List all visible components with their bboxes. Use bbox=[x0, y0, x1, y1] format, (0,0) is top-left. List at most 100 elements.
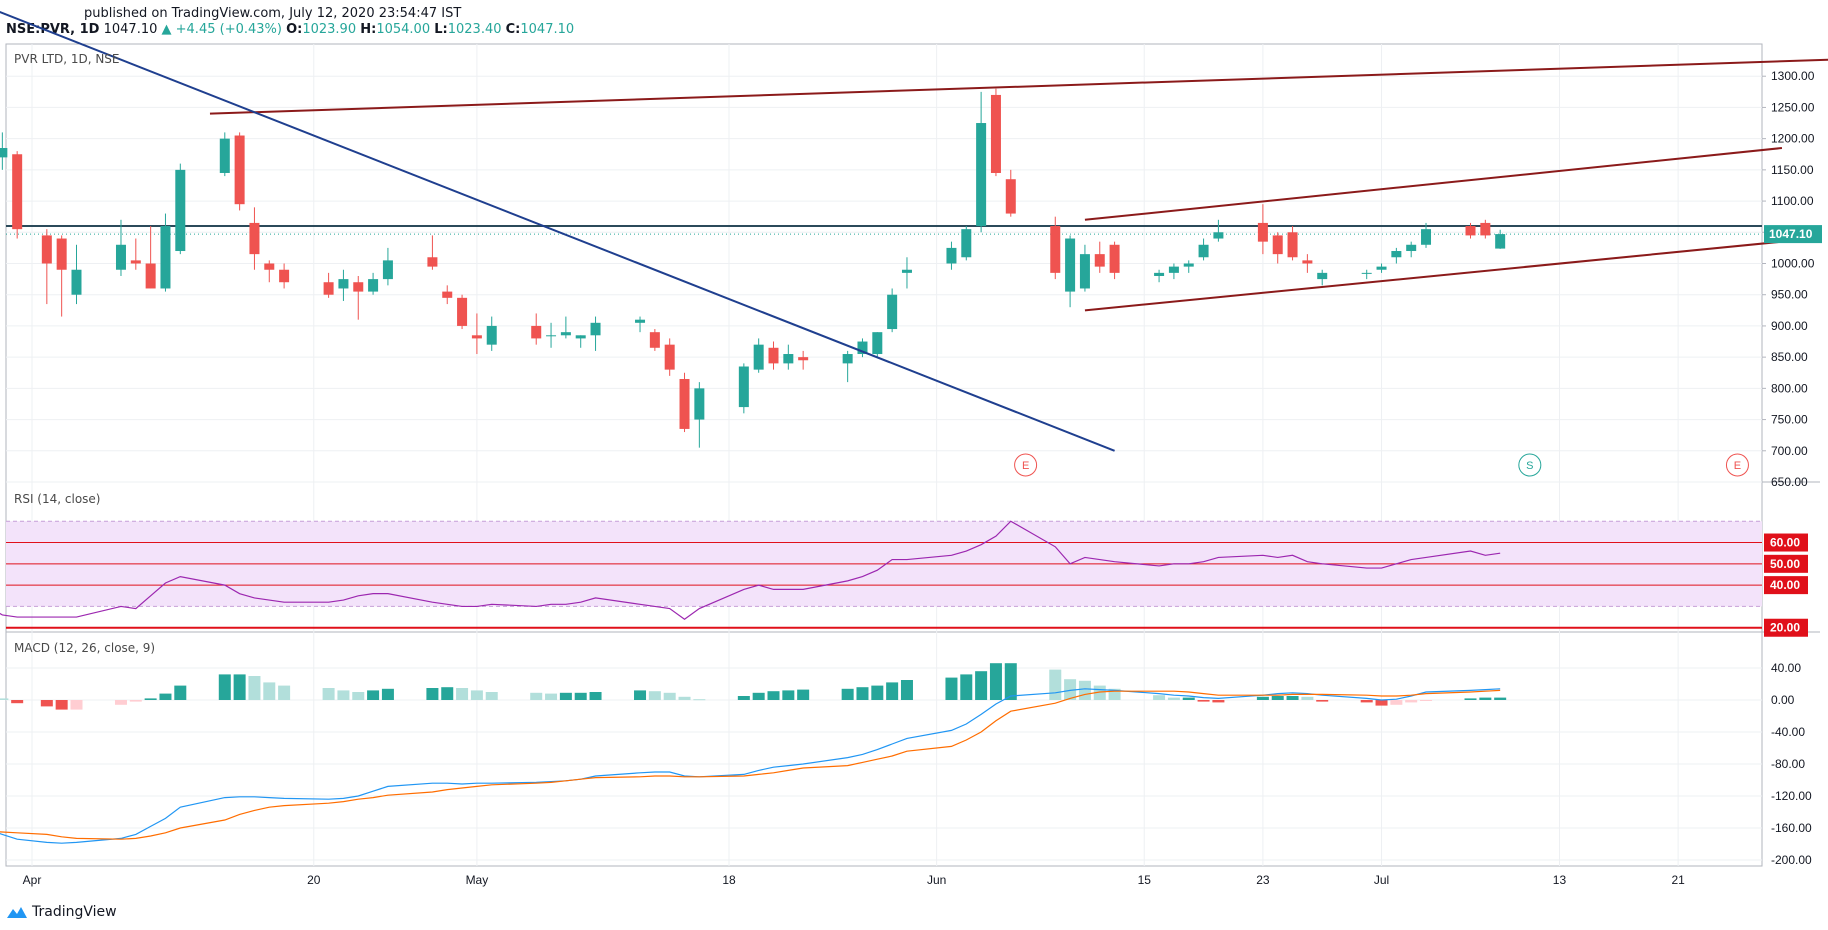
macd-histogram-bar bbox=[441, 687, 454, 700]
tradingview-logo-icon bbox=[7, 907, 27, 918]
macd-histogram-bar bbox=[900, 680, 913, 700]
candle-body bbox=[1183, 263, 1194, 267]
macd-histogram-bar bbox=[975, 671, 988, 700]
symbol-label: NSE:PVR, 1D bbox=[6, 22, 100, 37]
event-label: E bbox=[1734, 460, 1741, 472]
candle-body bbox=[12, 154, 23, 230]
macd-line bbox=[0, 688, 1501, 844]
macd-histogram-bar bbox=[1464, 698, 1477, 700]
macd-histogram-bar bbox=[693, 699, 706, 701]
candle-body bbox=[56, 238, 67, 270]
macd-histogram-bar bbox=[634, 690, 647, 700]
trendline bbox=[1084, 240, 1783, 312]
macd-tick-label: 0.00 bbox=[1771, 693, 1795, 707]
macd-histogram-bar bbox=[945, 677, 958, 700]
published-note: published on TradingView.com, July 12, 2… bbox=[84, 6, 462, 21]
macd-histogram-bar bbox=[367, 690, 380, 700]
candle-body bbox=[115, 244, 126, 270]
candle-body bbox=[41, 235, 52, 264]
candle-body bbox=[442, 291, 453, 298]
candle-body bbox=[368, 279, 379, 292]
macd-histogram-bar bbox=[1078, 680, 1091, 700]
candle-body bbox=[1376, 266, 1387, 270]
candle-body bbox=[1421, 229, 1432, 245]
macd-histogram-bar bbox=[989, 663, 1002, 700]
candle-body bbox=[649, 332, 660, 348]
macd-histogram-bar bbox=[470, 690, 483, 700]
price-pane-title: PVR LTD, 1D, NSE bbox=[14, 52, 120, 66]
rsi-level-label: 50.00 bbox=[1770, 557, 1800, 571]
candle-body bbox=[382, 260, 393, 280]
x-tick-label: Jul bbox=[1374, 873, 1389, 887]
macd-histogram-bar bbox=[871, 685, 884, 700]
candle-body bbox=[961, 229, 972, 258]
event-marker bbox=[1725, 453, 1749, 477]
candle-body bbox=[531, 325, 542, 339]
candle-body bbox=[798, 357, 809, 361]
price-tick-label: 950.00 bbox=[1771, 288, 1808, 302]
high-value: 1054.00 bbox=[376, 22, 431, 37]
price-tick-label: 900.00 bbox=[1771, 319, 1808, 333]
candle-body bbox=[1257, 222, 1268, 242]
macd-histogram-bar bbox=[114, 700, 127, 705]
candle-body bbox=[1065, 238, 1076, 292]
macd-histogram-bar bbox=[174, 685, 187, 700]
price-tick-label: 1000.00 bbox=[1771, 257, 1815, 271]
macd-histogram-bar bbox=[1479, 697, 1492, 700]
last-price: 1047.10 bbox=[103, 22, 158, 37]
candle-body bbox=[560, 332, 571, 336]
macd-histogram-bar bbox=[1212, 700, 1225, 703]
macd-histogram-bar bbox=[233, 674, 246, 700]
event-label: S bbox=[1526, 460, 1533, 472]
candle-body bbox=[872, 332, 883, 355]
candle-body bbox=[1272, 235, 1283, 255]
macd-histogram-bar bbox=[841, 688, 854, 700]
macd-histogram-bar bbox=[1375, 700, 1388, 706]
candle-body bbox=[471, 335, 482, 339]
macd-histogram-bar bbox=[278, 685, 291, 700]
macd-histogram-bar bbox=[782, 690, 795, 700]
candle-body bbox=[990, 94, 1001, 173]
macd-histogram-bar bbox=[263, 682, 276, 700]
macd-tick-label: -40.00 bbox=[1771, 725, 1805, 739]
macd-histogram-bar bbox=[1167, 697, 1180, 700]
candle-body bbox=[664, 344, 675, 370]
signal-line bbox=[0, 689, 1501, 840]
candle-body bbox=[1079, 254, 1090, 289]
brand[interactable]: TradingView bbox=[6, 904, 117, 920]
candle-body bbox=[1213, 232, 1224, 239]
macd-histogram-bar bbox=[40, 700, 53, 707]
open-value: 1023.90 bbox=[302, 22, 357, 37]
macd-histogram-bar bbox=[752, 692, 765, 700]
rsi-level-tag bbox=[1764, 554, 1808, 573]
price-tick-label: 800.00 bbox=[1771, 381, 1808, 395]
macd-histogram-bar bbox=[381, 688, 394, 700]
macd-histogram-bar bbox=[1405, 700, 1418, 703]
candle-body bbox=[1109, 244, 1120, 273]
candle-body bbox=[635, 319, 646, 323]
candle-body bbox=[264, 263, 275, 270]
candle-body bbox=[338, 279, 349, 289]
price-tick-label: 850.00 bbox=[1771, 350, 1808, 364]
candle-body bbox=[768, 347, 779, 364]
macd-tick-label: -120.00 bbox=[1771, 789, 1812, 803]
macd-histogram-bar bbox=[11, 700, 24, 704]
candle-body bbox=[901, 269, 912, 273]
close-key: C: bbox=[505, 22, 521, 37]
candle-body bbox=[753, 344, 764, 370]
ohlc-legend: NSE:PVR, 1D 1047.10 ▲ +4.45 (+0.43%) O:1… bbox=[6, 22, 574, 37]
candle-body bbox=[279, 269, 290, 283]
rsi-level-label: 20.00 bbox=[1770, 621, 1800, 635]
candle-body bbox=[234, 135, 245, 205]
x-tick-label: 13 bbox=[1553, 873, 1567, 887]
trendline bbox=[0, 10, 1115, 452]
macd-histogram-bar bbox=[0, 698, 9, 700]
candle-body bbox=[130, 260, 141, 264]
macd-histogram-bar bbox=[1301, 696, 1314, 700]
candle-body bbox=[145, 263, 156, 289]
macd-histogram-bar bbox=[1197, 700, 1210, 702]
candle-body bbox=[0, 148, 8, 158]
candle-body bbox=[976, 123, 987, 227]
macd-histogram-bar bbox=[737, 696, 750, 700]
